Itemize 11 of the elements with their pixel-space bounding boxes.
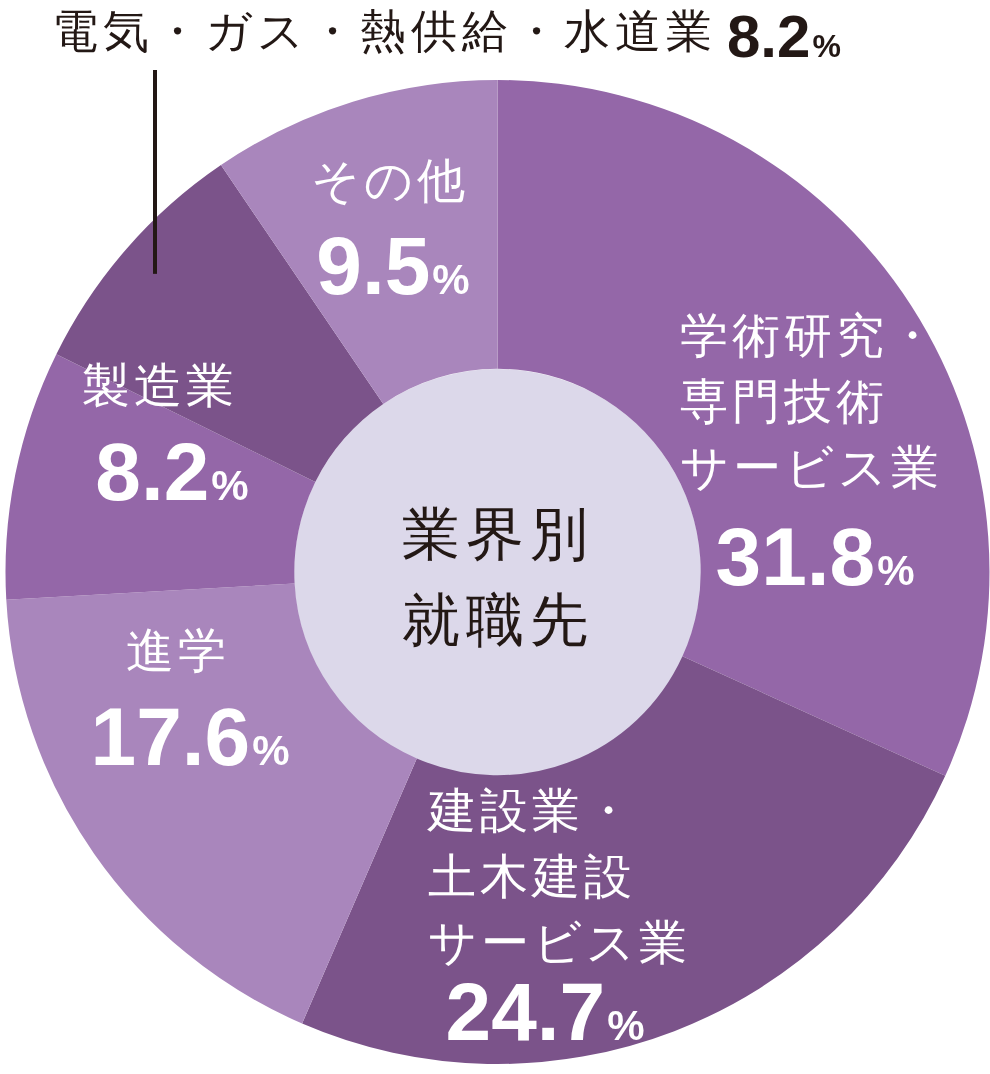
data-label: 8.2% bbox=[95, 426, 249, 517]
slice-label: その他 bbox=[311, 152, 469, 209]
slice-label: 製造業 bbox=[82, 357, 238, 414]
data-label: 31.8% bbox=[715, 511, 915, 602]
data-label: 17.6% bbox=[90, 691, 290, 782]
data-label: 9.5% bbox=[316, 220, 470, 311]
slice-label: 進学 bbox=[126, 622, 230, 679]
slice-label: 学術研究・専門技術サービス業 bbox=[680, 307, 943, 496]
text: 業界別就職先 bbox=[400, 498, 595, 656]
slice-label: 電気・ガス・熱供給・水道業 bbox=[52, 3, 717, 58]
data-label: 8.2% bbox=[727, 3, 841, 70]
